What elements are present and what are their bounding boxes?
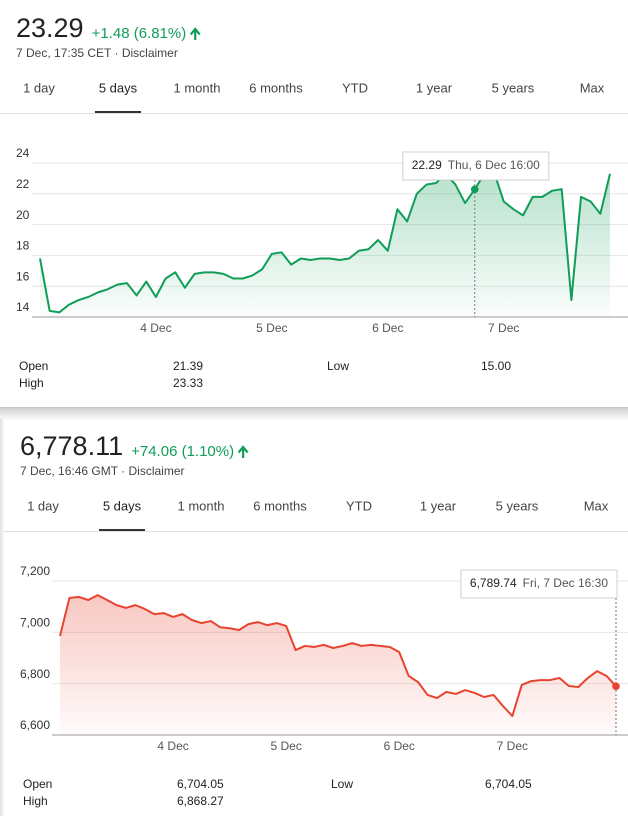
stat-label: Low	[327, 359, 349, 373]
stat-label: High	[19, 376, 44, 390]
y-tick-label: 7,200	[20, 564, 50, 578]
range-tab[interactable]: 1 day	[23, 80, 55, 95]
range-tab[interactable]: 1 month	[174, 80, 221, 95]
y-tick-label: 18	[16, 239, 30, 253]
y-tick-label: 20	[16, 208, 30, 222]
x-tick-label: 6 Dec	[372, 321, 403, 335]
stat-label: Open	[19, 359, 48, 373]
stat-label: Open	[23, 777, 52, 791]
range-tab[interactable]: 5 years	[492, 80, 535, 95]
y-tick-label: 24	[16, 146, 30, 160]
stat-value: 23.33	[173, 376, 203, 390]
x-tick-label: 4 Dec	[157, 739, 188, 753]
range-tab[interactable]: 6 months	[253, 498, 307, 513]
tooltip-date: Fri, 7 Dec 16:30	[523, 576, 609, 590]
tabs-divider	[0, 113, 628, 114]
range-tab[interactable]: 5 years	[496, 498, 539, 513]
range-tab[interactable]: 5 days	[103, 498, 142, 513]
x-tick-label: 5 Dec	[256, 321, 287, 335]
x-tick-label: 5 Dec	[270, 739, 301, 753]
price: 23.29	[16, 13, 84, 43]
y-tick-label: 6,800	[20, 667, 50, 681]
panel-side-shadow	[0, 418, 5, 816]
tabs-divider	[4, 531, 628, 532]
y-tick-label: 22	[16, 177, 30, 191]
stat-value: 15.00	[481, 359, 511, 373]
price-area	[40, 172, 610, 317]
y-tick-label: 16	[16, 269, 30, 283]
x-tick-label: 7 Dec	[488, 321, 519, 335]
stat-label: Low	[331, 777, 353, 791]
tooltip-value: 6,789.74	[470, 576, 517, 590]
range-tab[interactable]: Max	[580, 80, 605, 95]
stat-value: 6,704.05	[177, 777, 224, 791]
price-change: +74.06 (1.10%)	[131, 443, 234, 460]
selected-tab-indicator	[99, 529, 145, 532]
stat-label: High	[23, 794, 48, 808]
panel-separator	[0, 407, 628, 421]
stat-value: 6,704.05	[485, 777, 532, 791]
up-arrow-icon	[189, 27, 201, 40]
stat-value: 21.39	[173, 359, 203, 373]
tooltip-value: 22.29	[412, 158, 442, 172]
price-line	[59, 594, 617, 718]
range-tab[interactable]: 1 month	[178, 498, 225, 513]
tooltip-date: Thu, 6 Dec 16:00	[448, 158, 540, 172]
timestamp: 7 Dec, 17:35 CET · Disclaimer	[16, 46, 178, 60]
range-tab[interactable]: 1 year	[416, 80, 453, 95]
x-tick-label: 4 Dec	[140, 321, 171, 335]
range-tab[interactable]: 1 year	[420, 498, 457, 513]
range-tab[interactable]: YTD	[342, 80, 368, 95]
range-tab[interactable]: 5 days	[99, 80, 138, 95]
range-tab[interactable]: Max	[584, 498, 609, 513]
stat-value: 6,868.27	[177, 794, 224, 808]
up-arrow-icon	[237, 445, 249, 458]
y-tick-label: 7,000	[20, 616, 50, 630]
selected-tab-indicator	[95, 111, 141, 114]
price: 6,778.11	[20, 431, 123, 461]
price-line	[39, 171, 611, 314]
x-tick-label: 7 Dec	[497, 739, 528, 753]
x-tick-label: 6 Dec	[384, 739, 415, 753]
price-change: +1.48 (6.81%)	[92, 25, 187, 42]
hover-dot	[470, 185, 479, 194]
tooltip-box	[402, 151, 550, 181]
price-area	[60, 595, 616, 735]
range-tab[interactable]: 1 day	[27, 498, 59, 513]
y-tick-label: 6,600	[20, 718, 50, 732]
hover-dot	[612, 682, 620, 691]
panel-border	[0, 407, 628, 408]
range-tab[interactable]: 6 months	[249, 80, 303, 95]
timestamp: 7 Dec, 16:46 GMT · Disclaimer	[20, 464, 185, 478]
tooltip-box	[460, 569, 618, 599]
y-tick-label: 14	[16, 300, 30, 314]
range-tab[interactable]: YTD	[346, 498, 372, 513]
